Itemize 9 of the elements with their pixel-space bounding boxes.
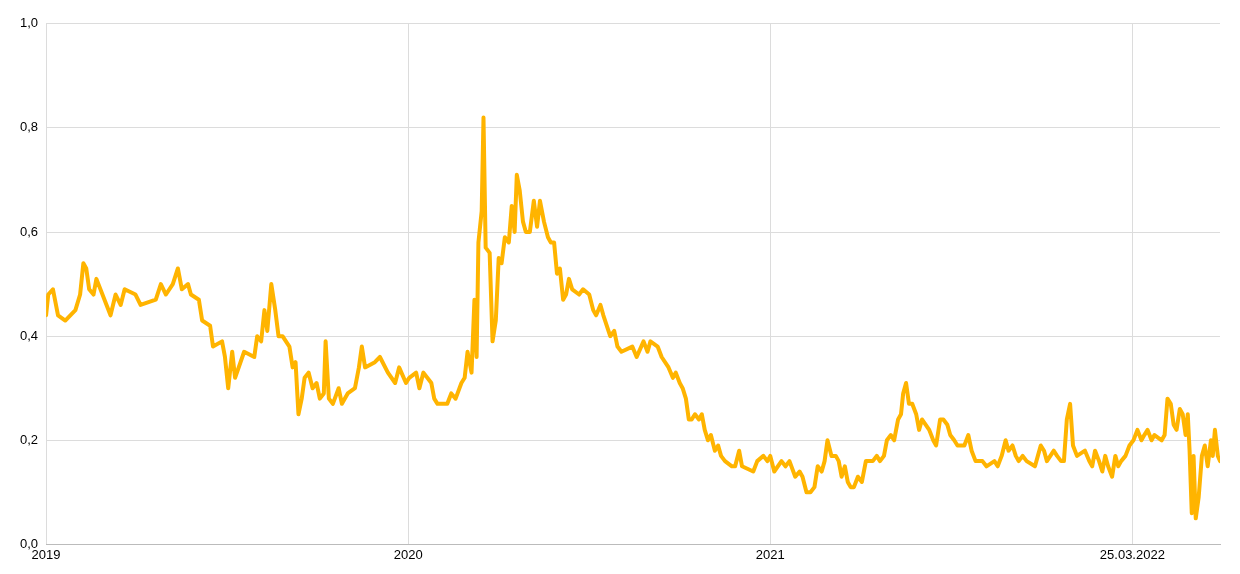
y-tick-label: 0,6 — [19, 223, 39, 239]
y-tick-label: 0,2 — [19, 431, 39, 447]
x-tick-label: 2021 — [755, 546, 785, 562]
y-tick-label: 0,4 — [19, 327, 39, 343]
y-tick-label: 0,0 — [19, 535, 39, 551]
x-tick-label: 25.03.2022 — [1099, 546, 1165, 562]
y-tick-label: 0,8 — [19, 119, 39, 135]
x-tick-label: 2020 — [393, 546, 423, 562]
y-tick-label: 1,0 — [19, 15, 39, 31]
